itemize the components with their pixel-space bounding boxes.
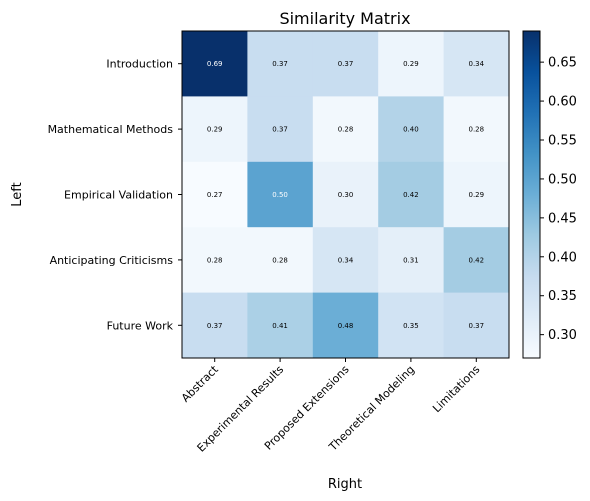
heatmap-cell	[182, 292, 248, 359]
cell-value-label: 0.30	[338, 191, 354, 199]
cell-value-label: 0.35	[403, 322, 419, 330]
cell-value-label: 0.42	[403, 191, 419, 199]
y-axis-label: Left	[10, 182, 25, 206]
colorbar-tick-label: 0.60	[548, 95, 577, 110]
cell-value-label: 0.28	[207, 256, 223, 264]
heatmap-cell	[247, 96, 314, 163]
heatmap-cells	[182, 31, 510, 359]
heatmap-cell	[312, 292, 379, 359]
heatmap-cell	[312, 31, 379, 97]
x-axis-label: Right	[328, 477, 362, 492]
heatmap-cell	[443, 96, 510, 163]
colorbar-tick-label: 0.35	[548, 289, 577, 304]
heatmap-cell	[312, 227, 379, 294]
cell-value-label: 0.41	[272, 322, 288, 330]
heatmap-cell	[443, 292, 510, 359]
cell-value-label: 0.28	[272, 256, 288, 264]
cell-value-label: 0.48	[338, 322, 354, 330]
heatmap-cell	[247, 31, 314, 97]
heatmap-cell	[247, 292, 314, 359]
heatmap-cell	[182, 161, 248, 228]
cell-value-label: 0.27	[207, 191, 223, 199]
cell-value-label: 0.28	[469, 126, 485, 134]
y-tick-label: Mathematical Methods	[48, 123, 174, 136]
cell-value-label: 0.34	[469, 60, 485, 68]
heatmap-cell	[312, 161, 379, 228]
cell-value-label: 0.29	[403, 60, 419, 68]
cell-value-label: 0.31	[403, 256, 419, 264]
cell-value-label: 0.37	[272, 126, 288, 134]
y-axis-ticks: Introduction Mathematical Methods Empirica…	[48, 58, 182, 332]
heatmap-cell	[378, 227, 445, 294]
colorbar	[522, 30, 541, 359]
chart-title: Similarity Matrix	[279, 9, 410, 28]
heatmap-cell	[378, 292, 445, 359]
cell-value-label: 0.29	[469, 191, 485, 199]
colorbar-ticks: 0.30 0.35 0.40 0.45 0.50 0.55 0.60 0.65	[540, 56, 577, 343]
x-tick-label: Abstract	[179, 362, 221, 404]
cell-value-label: 0.28	[338, 126, 354, 134]
colorbar-tick-label: 0.30	[548, 328, 577, 343]
cell-value-label: 0.34	[338, 256, 354, 264]
heatmap-cell	[378, 31, 445, 97]
y-tick-label: Introduction	[106, 58, 173, 71]
heatmap-cell	[378, 96, 445, 163]
colorbar-tick-label: 0.65	[548, 56, 577, 71]
cell-value-label: 0.29	[207, 126, 223, 134]
heatmap-cell	[312, 96, 379, 163]
cell-value-label: 0.37	[272, 60, 288, 68]
heatmap-cell	[378, 161, 445, 228]
cell-value-label: 0.50	[272, 191, 288, 199]
heatmap-cell	[182, 31, 248, 97]
cell-value-label: 0.40	[403, 126, 419, 134]
cell-value-label: 0.37	[338, 60, 354, 68]
colorbar-tick-label: 0.55	[548, 134, 577, 149]
cell-value-label: 0.69	[207, 60, 223, 68]
heatmap-cell	[443, 161, 510, 228]
heatmap-cell	[443, 31, 510, 97]
heatmap-value-labels: 0.69 0.37 0.37 0.29 0.34 0.29 0.37 0.28 0.40 0.28…	[207, 60, 485, 330]
cell-value-label: 0.42	[469, 256, 485, 264]
cell-value-label: 0.37	[469, 322, 485, 330]
y-tick-label: Anticipating Criticisms	[50, 254, 174, 267]
colorbar-tick-label: 0.45	[548, 211, 577, 226]
heatmap-cell	[247, 227, 314, 294]
heatmap-cell	[182, 96, 248, 163]
heatmap-cell	[247, 161, 314, 228]
colorbar-tick-label: 0.50	[548, 172, 577, 187]
x-tick-label: Limitations	[430, 363, 482, 415]
heatmap-cell	[443, 227, 510, 294]
heatmap-cell	[182, 227, 248, 294]
y-tick-label: Empirical Validation	[64, 189, 173, 202]
y-tick-label: Future Work	[107, 319, 174, 332]
colorbar-tick-label: 0.40	[548, 250, 577, 265]
cell-value-label: 0.37	[207, 322, 223, 330]
